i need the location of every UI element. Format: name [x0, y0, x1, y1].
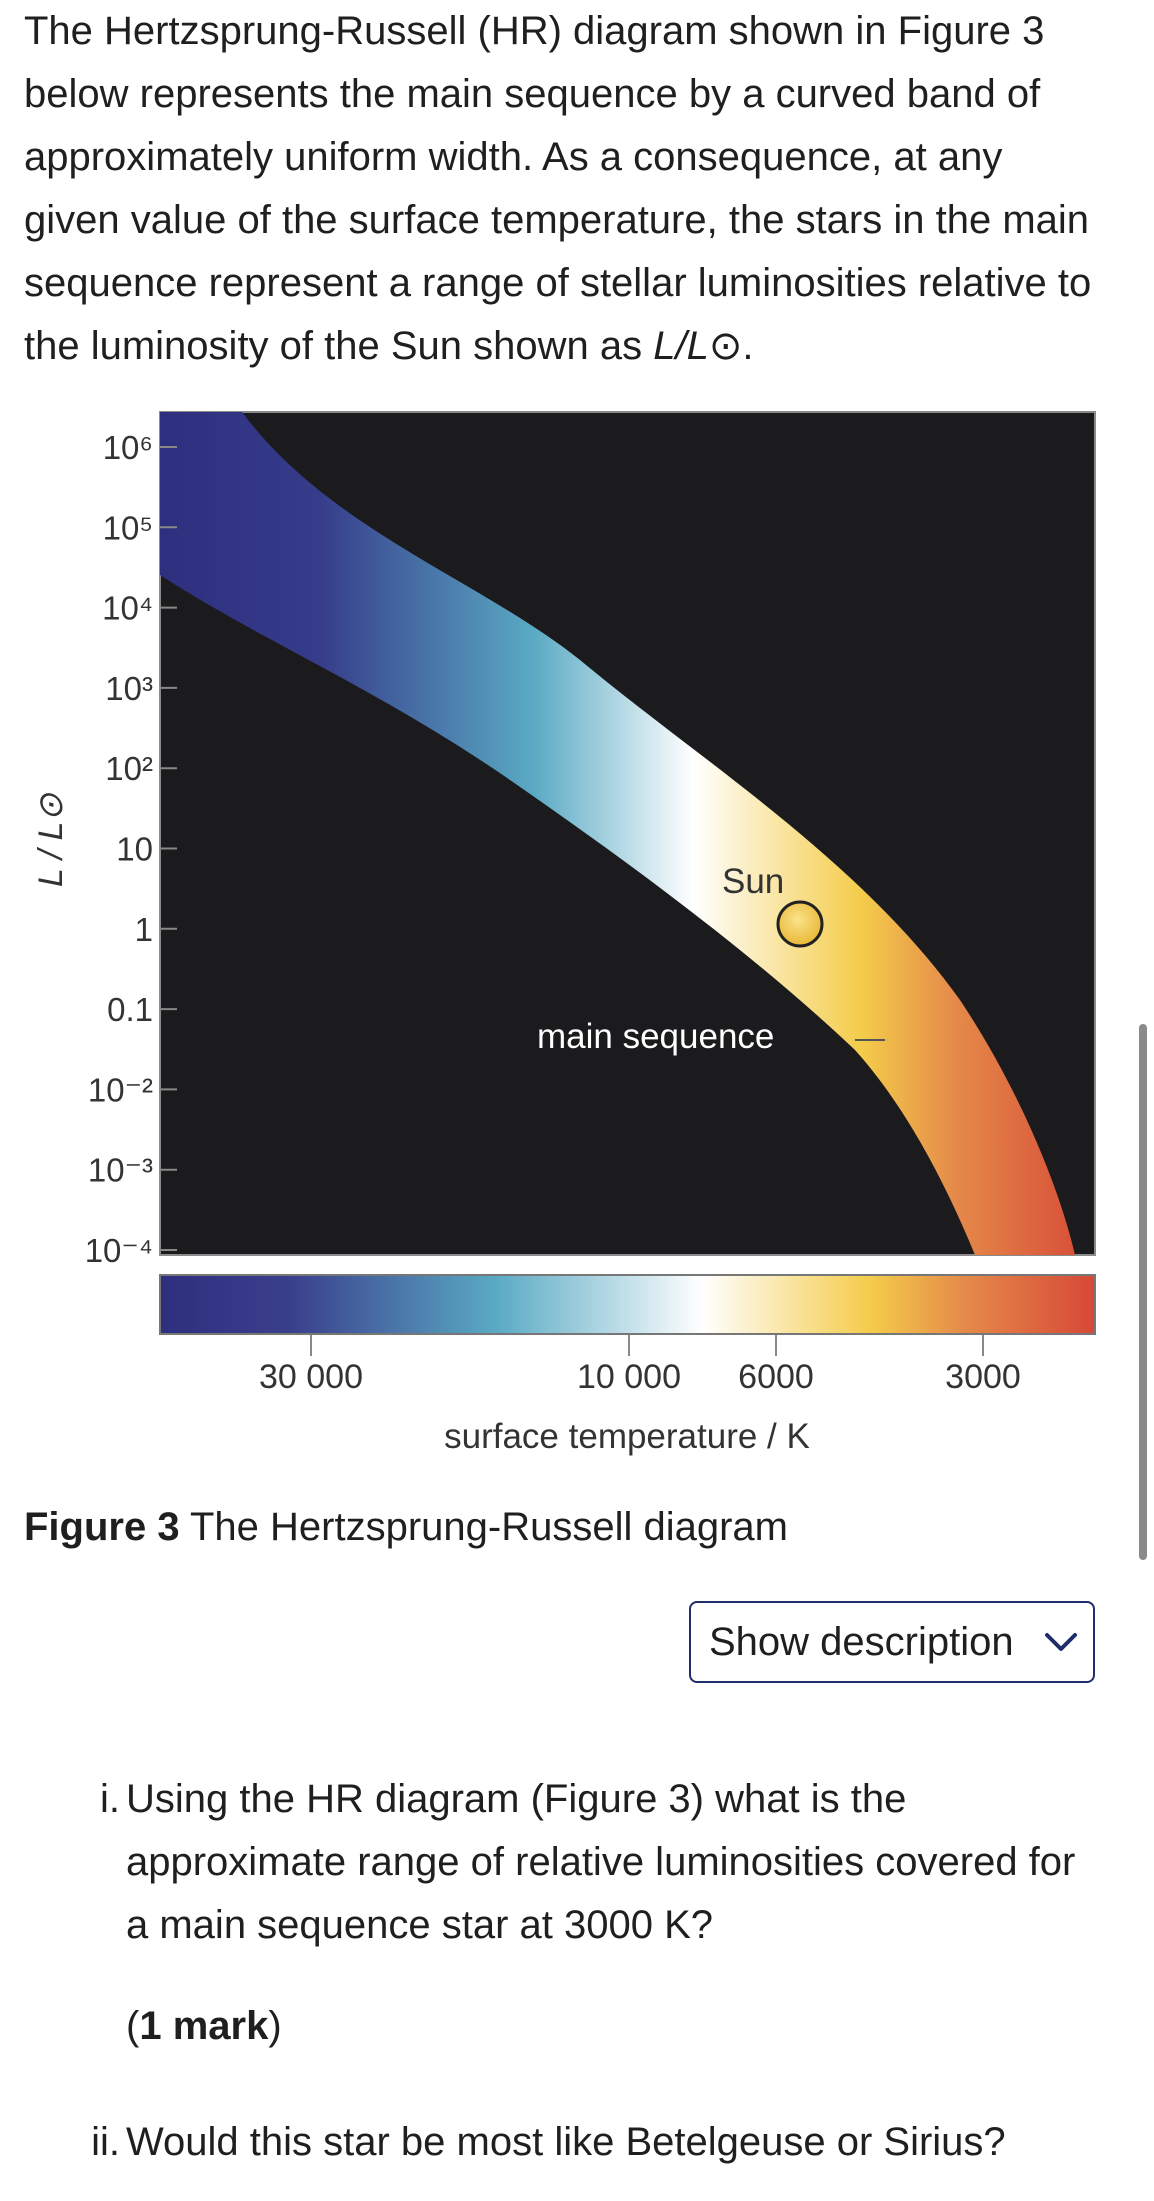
scrollbar[interactable]	[1139, 1024, 1147, 1560]
intro-end: .	[742, 324, 754, 368]
chevron-down-icon	[1045, 1633, 1077, 1651]
x-tick-label: 30 000	[259, 1358, 363, 1396]
hr-diagram: main sequence Sun 10⁶10⁵10⁴10³10²1010.11…	[32, 411, 1096, 1456]
show-description-label: Show description	[709, 1619, 1014, 1664]
y-tick-label: 10⁻³	[88, 1152, 153, 1189]
marks-indicator: (1 mark)	[126, 2004, 282, 2048]
y-tick-label: 10³	[105, 670, 153, 707]
luminosity-symbol: L/L⊙	[653, 324, 743, 368]
y-tick-label: 10	[116, 831, 153, 868]
question-text: Using the HR diagram (Figure 3) what is …	[126, 1777, 1076, 1947]
y-tick-label: 10⁻⁴	[85, 1232, 153, 1269]
temperature-color-bar	[159, 1274, 1096, 1335]
intro-paragraph: The Hertzsprung-Russell (HR) diagram sho…	[24, 0, 1109, 378]
y-tick-label: 10⁻²	[88, 1071, 153, 1108]
marks-value: 1 mark	[139, 2004, 269, 2048]
caption-text: The Hertzsprung-Russell diagram	[179, 1505, 788, 1549]
x-axis: 30 000 10 000 6000 3000	[259, 1334, 1021, 1396]
y-tick-label: 10²	[105, 750, 153, 787]
question-number: i.	[100, 1777, 120, 1821]
question-text: Would this star be most like Betelgeuse …	[126, 2120, 1006, 2164]
sun-label: Sun	[722, 862, 784, 901]
x-axis-label: surface temperature / K	[444, 1417, 810, 1456]
main-sequence-band	[160, 412, 1075, 1255]
question-number: ii.	[91, 2120, 120, 2164]
y-tick-label: 10⁵	[103, 509, 153, 546]
y-tick-label: 1	[135, 911, 153, 948]
caption-label: Figure 3	[24, 1505, 180, 1549]
x-tick-label: 10 000	[577, 1358, 681, 1396]
y-tick-label: 10⁶	[103, 429, 153, 466]
x-tick-label: 6000	[738, 1358, 814, 1396]
main-sequence-label: main sequence	[537, 1017, 774, 1056]
y-tick-label: 10⁴	[102, 590, 153, 627]
show-description-button[interactable]: Show description	[689, 1601, 1095, 1683]
sun-marker	[776, 900, 824, 948]
y-tick-label: 0.1	[107, 991, 153, 1028]
plot-frame	[159, 411, 1096, 1256]
x-tick-label: 3000	[945, 1358, 1021, 1396]
figure-caption: Figure 3 The Hertzsprung-Russell diagram	[24, 1505, 788, 1550]
intro-text: The Hertzsprung-Russell (HR) diagram sho…	[24, 9, 1092, 368]
y-axis-label: L / L⊙	[32, 792, 70, 887]
y-axis: 10⁶ 10⁵ 10⁴ 10³ 10² 10 1 0.1 10⁻² 10⁻³ 10⁻⁴	[85, 429, 177, 1269]
